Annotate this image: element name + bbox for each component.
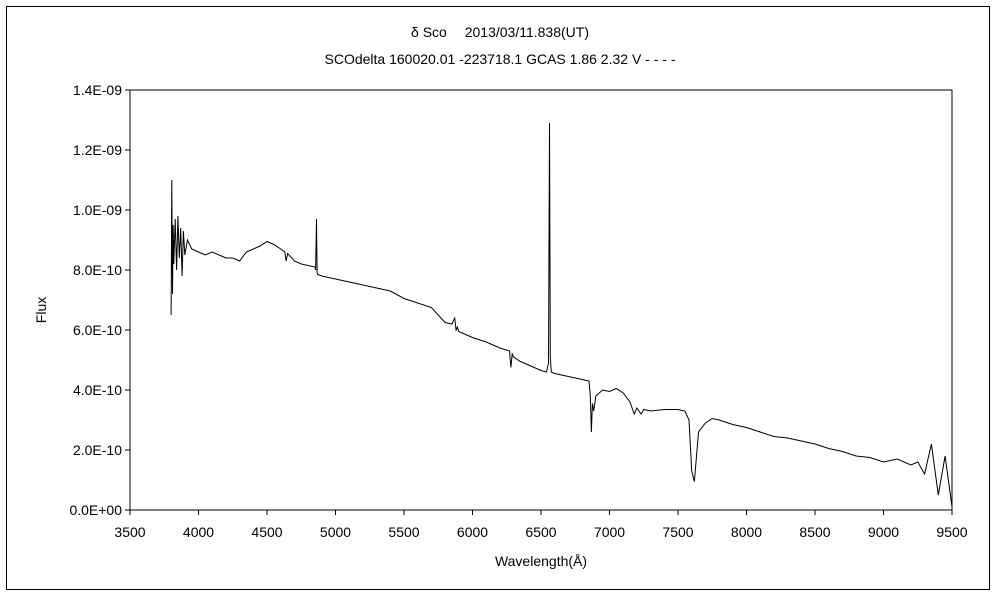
x-tick-label: 5000 (320, 524, 351, 540)
chart-frame (6, 6, 990, 590)
y-tick-label: 0.0E+00 (69, 502, 122, 518)
x-tick-label: 7500 (662, 524, 693, 540)
x-tick-label: 3500 (114, 524, 145, 540)
y-axis: 0.0E+00 2.0E-10 4.0E-10 6.0E-10 8.0E-10 1.0E-… (69, 82, 130, 518)
x-tick-label: 6000 (457, 524, 488, 540)
y-axis-label: Flux (33, 297, 49, 323)
x-axis: 3500 4000 4500 5000 5500 6000 6500 7000 7500 8000… (114, 510, 968, 540)
x-tick-label: 4000 (183, 524, 214, 540)
x-tick-label: 8000 (731, 524, 762, 540)
y-tick-label: 2.0E-10 (73, 442, 122, 458)
chart-title: δ Sco 2013/03/11.838(UT) (411, 24, 589, 40)
x-tick-label: 9500 (936, 524, 967, 540)
x-axis-label: Wavelength(Å) (495, 553, 587, 569)
x-tick-label: 6500 (525, 524, 556, 540)
chart-subtitle: SCOdelta 160020.01 -223718.1 GCAS 1.86 2… (324, 51, 676, 67)
x-tick-label: 8500 (799, 524, 830, 540)
x-tick-label: 7000 (594, 524, 625, 540)
plot-area (129, 89, 953, 511)
y-tick-label: 6.0E-10 (73, 322, 122, 338)
y-tick-label: 4.0E-10 (73, 382, 122, 398)
y-tick-label: 1.2E-09 (73, 142, 122, 158)
x-tick-label: 4500 (251, 524, 282, 540)
y-tick-label: 1.4E-09 (73, 82, 122, 98)
y-tick-label: 8.0E-10 (73, 262, 122, 278)
spectrum-series-line (170, 122, 953, 508)
x-tick-label: 9000 (868, 524, 899, 540)
x-tick-label: 5500 (388, 524, 419, 540)
y-tick-label: 1.0E-09 (73, 202, 122, 218)
